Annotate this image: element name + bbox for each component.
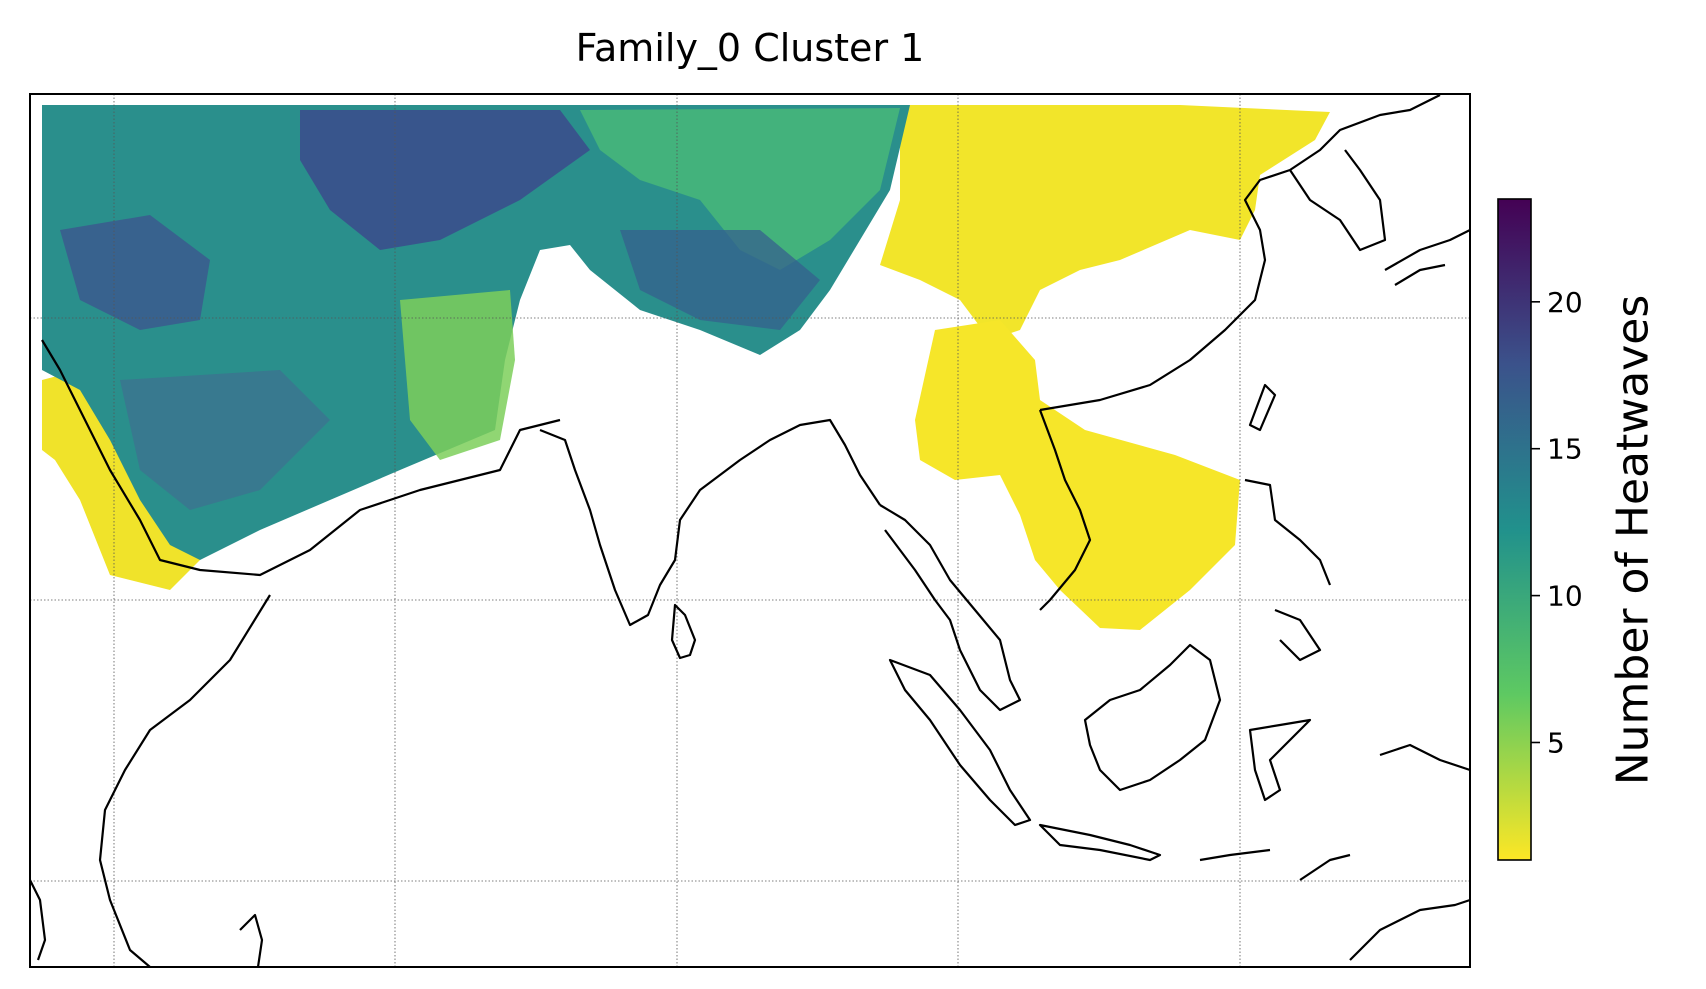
map-plot-area: [30, 94, 1470, 967]
coastline-japan: [1384, 229, 1470, 286]
coastline-africa-sw: [30, 879, 47, 961]
field-region-arabia-core: [120, 370, 330, 510]
coastline-java: [1038, 823, 1162, 862]
field-region-central-asia-core: [300, 110, 590, 250]
colorbar-tick-label: 15: [1547, 433, 1583, 466]
coastline-india: [539, 418, 881, 627]
colorbar-tick-label: 5: [1547, 726, 1565, 759]
field-region-arabia-edge: [42, 370, 200, 590]
coastline-horn-africa: [98, 594, 271, 967]
coastline-sumatra: [888, 658, 1032, 827]
heatwave-field: [42, 105, 1330, 630]
coastline-madagascar: [239, 913, 264, 967]
coastline-china-east: [1039, 94, 1441, 412]
colorbar-ticks: 5 10 15 20: [1531, 286, 1583, 759]
coastline-borneo: [1083, 643, 1222, 792]
coastline-arabia-east: [41, 339, 561, 577]
field-region-iran-core: [60, 215, 210, 330]
coastline-se-asia: [879, 504, 1022, 712]
coastline-papua: [1349, 743, 1470, 961]
coastline-sulawesi: [1248, 718, 1312, 802]
colorbar-gradient: [1497, 198, 1532, 861]
coastline-nusa: [1199, 848, 1351, 881]
field-region-indochina: [915, 320, 1240, 630]
coastlines: [30, 94, 1470, 967]
colorbar: 5 10 15 20: [1497, 198, 1583, 861]
colorbar-label: Number of Heatwaves: [1607, 294, 1659, 786]
colorbar-tick-label: 20: [1547, 286, 1583, 319]
field-region-west-asia-green: [580, 108, 900, 270]
map-title: Family_0 Cluster 1: [575, 26, 925, 70]
coastline-vietnam: [1038, 409, 1092, 611]
map-axes-frame: [29, 93, 1471, 968]
field-region-tibet: [620, 230, 820, 330]
coastline-sri-lanka: [670, 603, 697, 660]
coastline-philippines: [1244, 478, 1332, 662]
coastline-korea: [1289, 149, 1387, 252]
field-region-pakistan-edge: [400, 290, 515, 460]
field-region-north-china: [880, 105, 1330, 340]
coastline-taiwan: [1248, 383, 1277, 432]
colorbar-tick-label: 10: [1547, 580, 1583, 613]
